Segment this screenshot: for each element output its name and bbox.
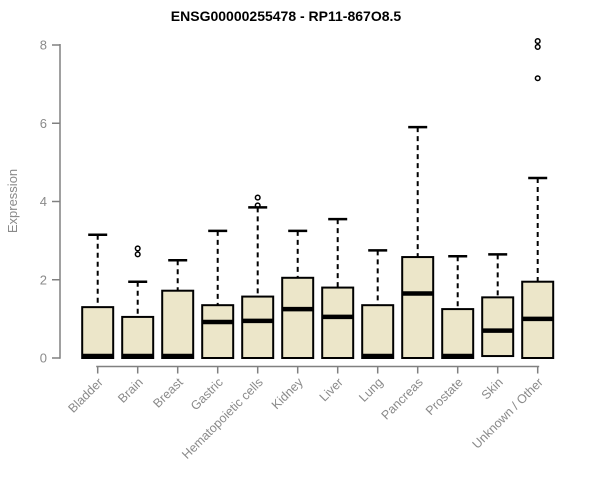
whiskers-layer bbox=[88, 125, 548, 317]
y-tick-label: 6 bbox=[40, 116, 47, 131]
outlier-point bbox=[134, 245, 141, 252]
x-category-label: Brain bbox=[115, 375, 146, 406]
boxplot-box bbox=[401, 256, 435, 359]
y-tick-label: 0 bbox=[40, 351, 47, 366]
boxplot-box bbox=[481, 296, 515, 358]
outlier-point bbox=[134, 251, 141, 258]
boxplot-box bbox=[281, 276, 315, 360]
axes: 0 2 4 6 8 bbox=[40, 38, 540, 374]
y-axis-label: Expression bbox=[5, 169, 20, 233]
x-category-label: Breast bbox=[150, 375, 186, 411]
y-tick-label: 2 bbox=[40, 272, 47, 287]
x-category-label: Prostate bbox=[423, 375, 466, 418]
boxplot-box bbox=[361, 304, 395, 359]
boxplot-box bbox=[241, 295, 275, 360]
boxplot-box bbox=[81, 306, 115, 360]
chart-title: ENSG00000255478 - RP11-867O8.5 bbox=[171, 8, 402, 24]
y-tick-label: 8 bbox=[40, 38, 47, 53]
outlier-point bbox=[534, 38, 541, 45]
y-tick-label: 4 bbox=[40, 194, 47, 209]
x-category-label: Kidney bbox=[269, 375, 306, 412]
outlier-point bbox=[534, 43, 541, 51]
boxplot-box bbox=[441, 308, 475, 359]
boxes-layer bbox=[81, 256, 555, 360]
boxplot-box bbox=[121, 315, 155, 360]
x-category-label: Liver bbox=[317, 375, 346, 404]
x-category-label: Gastric bbox=[188, 375, 226, 413]
outlier-point bbox=[254, 194, 261, 201]
x-category-label: Bladder bbox=[65, 375, 105, 415]
outliers-layer bbox=[134, 38, 541, 258]
x-category-label: Skin bbox=[479, 375, 506, 402]
boxplot-box bbox=[201, 304, 235, 359]
outlier-point bbox=[534, 75, 541, 82]
outlier-point bbox=[254, 202, 261, 209]
boxplot-box bbox=[321, 286, 355, 360]
boxplot-box bbox=[161, 289, 195, 359]
x-category-label: Unknown / Other bbox=[470, 375, 546, 451]
x-category-label: Pancreas bbox=[379, 375, 426, 422]
x-category-label: Lung bbox=[356, 375, 386, 405]
